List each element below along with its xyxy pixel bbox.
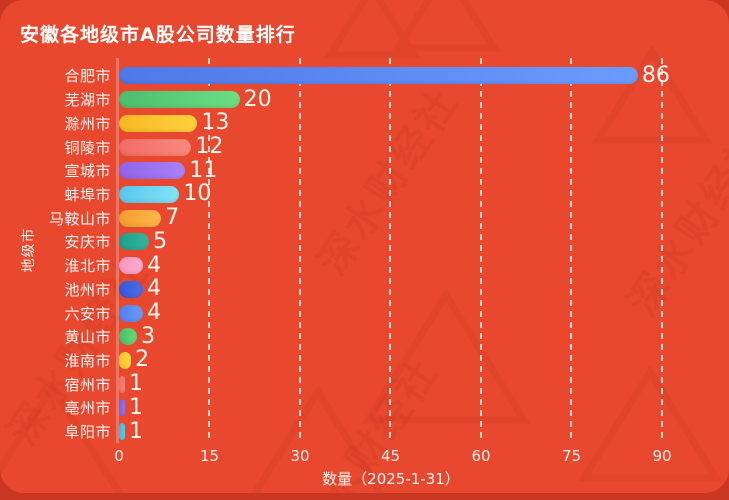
x-tick-label: 30	[290, 447, 310, 465]
x-tick-label: 60	[471, 447, 491, 465]
value-label: 4	[147, 252, 162, 278]
category-label: 马鞍山市	[48, 209, 111, 228]
category-label: 滁州市	[64, 114, 111, 133]
category-label: 宣城市	[64, 162, 111, 181]
bar[interactable]	[119, 351, 132, 369]
value-label: 1	[129, 394, 144, 420]
bar[interactable]	[119, 91, 240, 109]
category-label: 池州市	[64, 280, 111, 299]
bar[interactable]	[119, 423, 126, 441]
category-label: 六安市	[64, 304, 111, 323]
category-label: 亳州市	[64, 399, 111, 418]
x-tick-label: 90	[652, 447, 672, 465]
bar[interactable]	[119, 399, 126, 417]
table-row: 安庆市 5	[0, 230, 729, 254]
gridline	[570, 58, 573, 443]
value-label: 5	[153, 228, 168, 254]
gridline	[298, 58, 301, 443]
table-row: 宣城市 11	[0, 159, 729, 183]
bar[interactable]	[119, 162, 186, 180]
value-label: 20	[243, 86, 272, 112]
bar[interactable]	[119, 280, 144, 298]
table-row: 淮北市 4	[0, 254, 729, 278]
table-row: 池州市 4	[0, 277, 729, 301]
gridline	[389, 58, 392, 443]
bar[interactable]	[119, 114, 198, 132]
value-label: 3	[141, 323, 156, 349]
table-row: 宿州市 1	[0, 372, 729, 396]
table-row: 滁州市 13	[0, 111, 729, 135]
table-row: 芜湖市 20	[0, 88, 729, 112]
bar[interactable]	[119, 304, 144, 322]
x-axis-name: 数量（2025-1-31）	[322, 470, 460, 488]
category-label: 阜阳市	[64, 423, 111, 442]
category-label: 蚌埠市	[64, 185, 111, 204]
x-tick-label: 0	[114, 447, 124, 465]
value-label: 7	[165, 205, 180, 231]
bar[interactable]	[119, 67, 638, 85]
value-label: 1	[129, 418, 144, 444]
value-label: 4	[147, 276, 162, 302]
value-label: 4	[147, 300, 162, 326]
y-axis-line	[116, 58, 119, 443]
category-label: 黄山市	[64, 328, 111, 347]
category-label: 芜湖市	[64, 91, 111, 110]
table-row: 六安市 4	[0, 301, 729, 325]
table-row: 铜陵市 12	[0, 135, 729, 159]
value-label: 13	[201, 110, 230, 136]
gridline	[660, 58, 663, 443]
x-tick-label: 45	[380, 447, 401, 465]
bar[interactable]	[119, 328, 138, 346]
category-label: 淮南市	[64, 351, 111, 370]
table-row: 合肥市 86	[0, 64, 729, 88]
page-title: 安徽各地级市A股公司数量排行	[20, 24, 296, 46]
gridline	[479, 58, 482, 443]
x-tick-label: 15	[199, 447, 220, 465]
value-label: 2	[135, 347, 150, 373]
gridline	[208, 58, 211, 443]
category-label: 淮北市	[64, 257, 111, 276]
category-label: 合肥市	[64, 67, 111, 86]
table-row: 黄山市 3	[0, 325, 729, 349]
value-label: 86	[641, 62, 670, 88]
value-label: 11	[189, 157, 218, 183]
category-label: 铜陵市	[64, 138, 111, 157]
bar[interactable]	[119, 257, 144, 275]
value-label: 10	[183, 181, 212, 207]
bar[interactable]	[119, 185, 180, 203]
value-label: 1	[129, 371, 144, 397]
x-tick-label: 75	[561, 447, 582, 465]
category-label: 安庆市	[64, 233, 111, 252]
table-row: 蚌埠市 10	[0, 183, 729, 207]
category-label: 宿州市	[64, 375, 111, 394]
bar[interactable]	[119, 233, 150, 251]
table-row: 淮南市 2	[0, 349, 729, 373]
value-label: 12	[195, 134, 224, 160]
table-row: 马鞍山市 7	[0, 206, 729, 230]
bar[interactable]	[119, 209, 162, 227]
bar[interactable]	[119, 375, 126, 393]
table-row: 亳州市 1	[0, 396, 729, 420]
table-row: 阜阳市 1	[0, 420, 729, 444]
bar[interactable]	[119, 138, 192, 156]
